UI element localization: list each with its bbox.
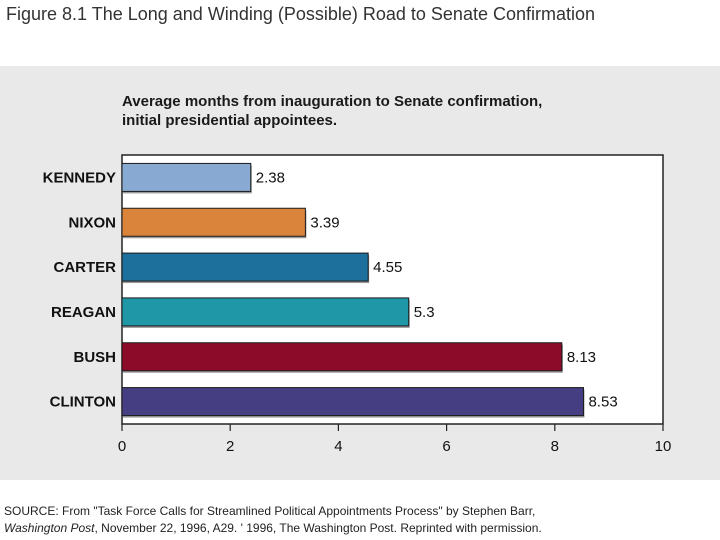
bar-kennedy [121, 162, 252, 192]
x-tick-label: 8 [551, 438, 559, 455]
source-note: SOURCE: From "Task Force Calls for Strea… [4, 503, 542, 537]
value-label-kennedy: 2.38 [256, 169, 285, 186]
x-tick-label: 0 [118, 438, 126, 455]
bar-nixon [121, 207, 306, 237]
figure-title: Figure 8.1 The Long and Winding (Possibl… [6, 4, 596, 24]
category-label-clinton: CLINTON [50, 394, 116, 411]
value-label-clinton: 8.53 [588, 394, 617, 411]
chart-title: Average months from inauguration to Sena… [122, 92, 682, 130]
plot-area [121, 154, 664, 425]
source-publication: Washington Post [4, 521, 95, 535]
bar-bush [121, 342, 563, 372]
source-line-2-rest: , November 22, 1996, A29. ' 1996, The Wa… [94, 521, 542, 535]
chart-title-line-1: Average months from inauguration to Sena… [122, 93, 543, 110]
source-line-1: SOURCE: From "Task Force Calls for Strea… [4, 504, 536, 518]
x-tick-label: 10 [655, 438, 672, 455]
bar-carter [121, 252, 369, 282]
x-tick-label: 2 [226, 438, 234, 455]
source-line-2: Washington Post, November 22, 1996, A29.… [4, 520, 542, 537]
x-tick-label: 6 [442, 438, 450, 455]
value-label-carter: 4.55 [373, 259, 402, 276]
category-label-bush: BUSH [73, 349, 116, 366]
value-label-reagan: 5.3 [414, 304, 435, 321]
category-label-reagan: REAGAN [51, 304, 116, 321]
value-label-bush: 8.13 [567, 349, 596, 366]
bar-clinton [121, 387, 584, 417]
category-label-kennedy: KENNEDY [43, 169, 116, 186]
bar-reagan [121, 297, 410, 327]
chart-title-line-2: initial presidential appointees. [122, 112, 338, 129]
category-label-nixon: NIXON [68, 214, 116, 231]
x-tick-label: 4 [334, 438, 342, 455]
category-label-carter: CARTER [54, 259, 117, 276]
value-label-nixon: 3.39 [310, 214, 339, 231]
